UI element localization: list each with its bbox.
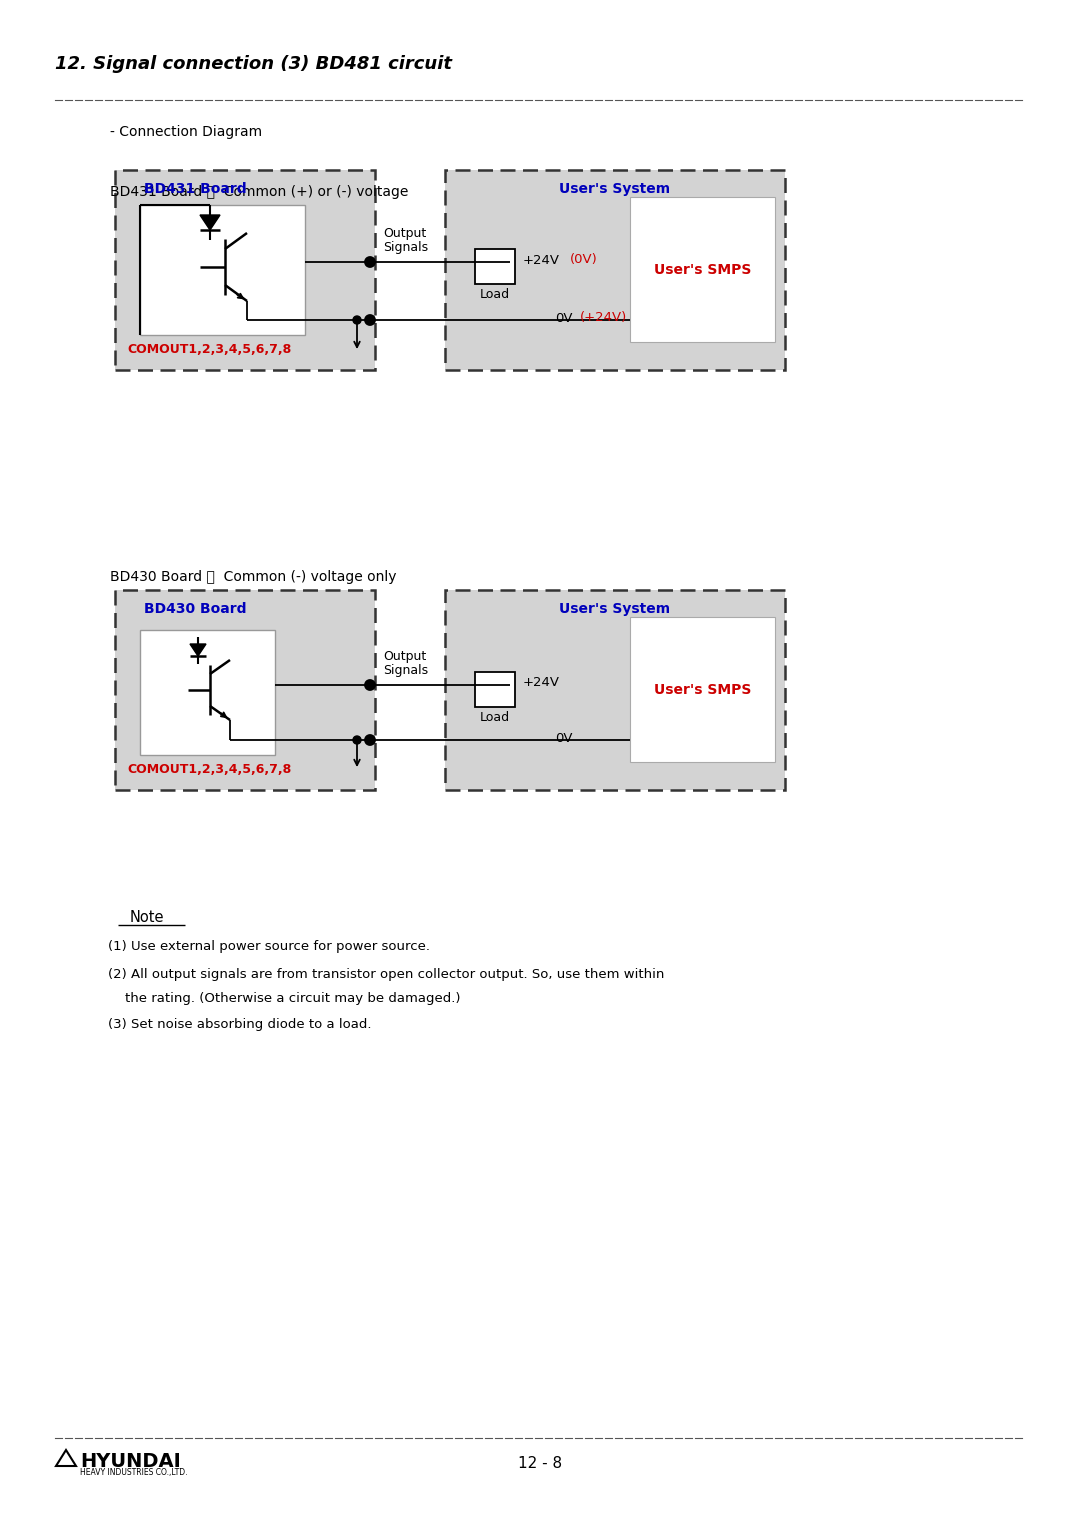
Text: (3) Set noise absorbing diode to a load.: (3) Set noise absorbing diode to a load. <box>108 1018 372 1031</box>
Text: COMOUT1,2,3,4,5,6,7,8: COMOUT1,2,3,4,5,6,7,8 <box>127 762 292 776</box>
Circle shape <box>365 257 375 267</box>
Text: BD430 Board: BD430 Board <box>144 602 246 616</box>
Polygon shape <box>190 643 206 656</box>
Text: (2) All output signals are from transistor open collector output. So, use them w: (2) All output signals are from transist… <box>108 969 664 981</box>
Text: Load: Load <box>480 711 510 724</box>
Text: 12 - 8: 12 - 8 <box>518 1456 562 1471</box>
Bar <box>475 672 515 707</box>
Bar <box>445 590 785 790</box>
Bar <box>445 170 785 370</box>
Text: Load: Load <box>480 287 510 301</box>
Text: Signals: Signals <box>383 665 428 677</box>
Text: (0V): (0V) <box>570 254 597 266</box>
Text: Output: Output <box>383 228 427 240</box>
Text: BD431 Board ：  Common (+) or (-) voltage: BD431 Board ： Common (+) or (-) voltage <box>110 185 408 199</box>
Text: Output: Output <box>383 649 427 663</box>
Text: the rating. (Otherwise a circuit may be damaged.): the rating. (Otherwise a circuit may be … <box>108 992 460 1005</box>
Text: BD430 Board ：  Common (-) voltage only: BD430 Board ： Common (-) voltage only <box>110 570 396 584</box>
Circle shape <box>353 316 361 324</box>
Text: User's System: User's System <box>559 602 671 616</box>
Text: COMOUT1,2,3,4,5,6,7,8: COMOUT1,2,3,4,5,6,7,8 <box>127 342 292 356</box>
Bar <box>114 170 375 370</box>
Bar <box>445 170 785 370</box>
Bar <box>140 205 305 335</box>
Circle shape <box>365 735 375 746</box>
Bar <box>475 249 515 284</box>
Circle shape <box>353 736 361 744</box>
Text: User's System: User's System <box>559 182 671 196</box>
Text: +24V: +24V <box>523 677 561 689</box>
Text: BD431 Board: BD431 Board <box>144 182 246 196</box>
Bar <box>630 197 775 342</box>
Circle shape <box>365 315 375 325</box>
Text: (+24V): (+24V) <box>580 312 627 324</box>
Bar <box>445 590 785 790</box>
Text: HEAVY INDUSTRIES CO.,LTD.: HEAVY INDUSTRIES CO.,LTD. <box>80 1468 188 1478</box>
Text: User's SMPS: User's SMPS <box>653 263 752 277</box>
Text: Signals: Signals <box>383 241 428 254</box>
Text: 0V: 0V <box>555 312 572 324</box>
Text: 12. Signal connection (3) BD481 circuit: 12. Signal connection (3) BD481 circuit <box>55 55 453 73</box>
Bar <box>630 617 775 762</box>
Bar <box>114 170 375 370</box>
Polygon shape <box>200 215 220 231</box>
Text: HYUNDAI: HYUNDAI <box>80 1452 180 1471</box>
Circle shape <box>365 680 375 691</box>
Bar <box>140 630 275 755</box>
Text: - Connection Diagram: - Connection Diagram <box>110 125 262 139</box>
Text: Note: Note <box>130 911 164 924</box>
Text: 0V: 0V <box>555 732 572 744</box>
Bar <box>114 590 375 790</box>
Bar <box>114 590 375 790</box>
Text: (1) Use external power source for power source.: (1) Use external power source for power … <box>108 940 430 953</box>
Text: +24V: +24V <box>523 254 561 266</box>
Text: User's SMPS: User's SMPS <box>653 683 752 697</box>
